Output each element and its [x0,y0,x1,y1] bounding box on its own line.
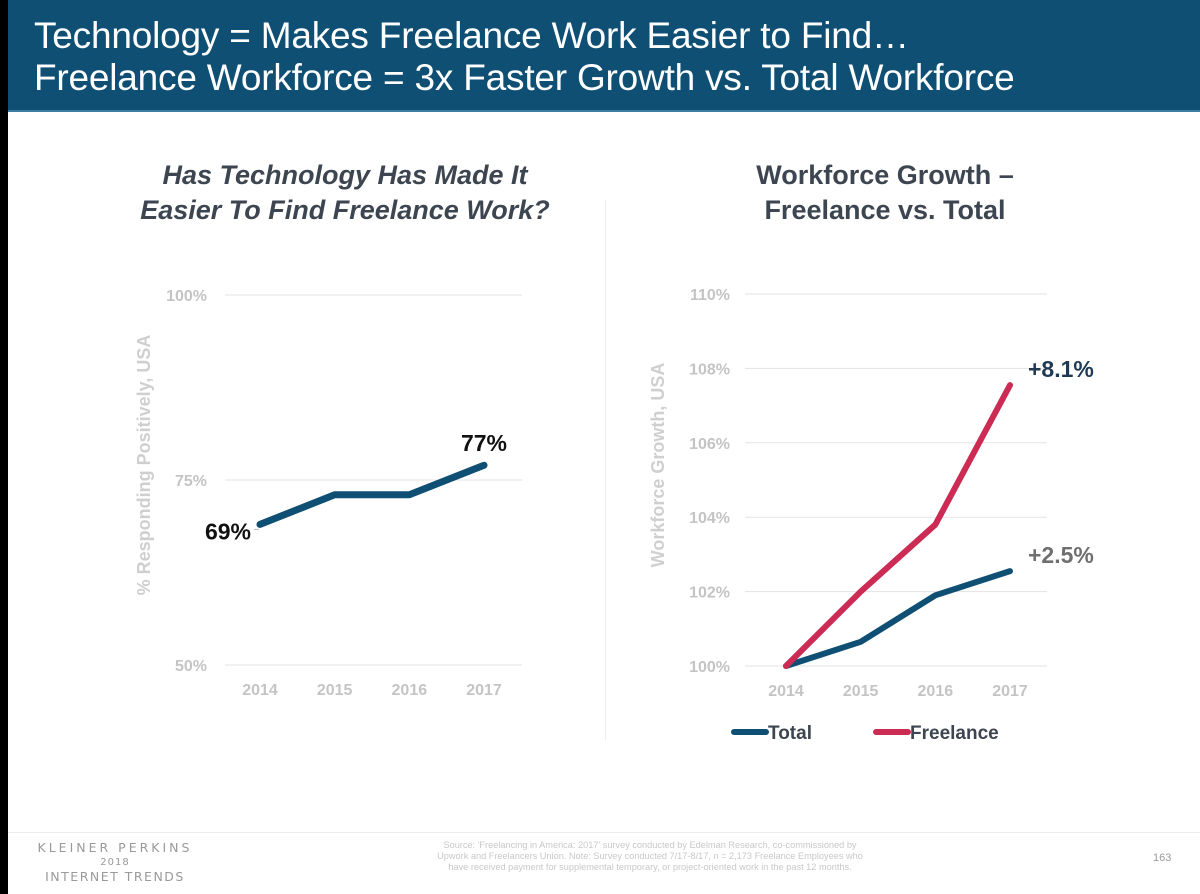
brand-line-3: INTERNET TRENDS [45,869,185,884]
source-note: Source: 'Freelancing in America: 2017' s… [370,840,930,873]
source-line-2: Upwork and Freelancers Union. Note: Surv… [437,851,863,861]
right-chart-title-line-2: Freelance vs. Total [764,195,1006,225]
slide-header: Technology = Makes Freelance Work Easier… [8,0,1200,112]
left-chart-x-tick-label: 2017 [466,682,502,699]
left-chart-title: Has Technology Has Made It Easier To Fin… [100,158,590,228]
chart-divider [605,200,606,740]
right-chart-end-label-freelance: +8.1% [1028,356,1094,382]
right-chart-x-tick-label: 2014 [768,683,804,700]
right-chart-y-tick-label: 100% [689,659,730,676]
right-chart-y-tick-label: 110% [690,287,730,304]
left-chart-y-tick-label: 50% [175,658,207,675]
right-chart-end-label-total: +2.5% [1028,542,1094,568]
left-chart-x-tick-label: 2015 [317,682,353,699]
right-chart-y-tick-label: 102% [689,585,730,602]
right-chart-x-tick-label: 2017 [992,683,1028,700]
right-chart-series-line-freelance [783,382,1013,669]
right-chart-x-tick-label: 2015 [843,683,879,700]
source-line-3: have received payment for supplemental t… [448,862,852,872]
left-border-strip [0,0,8,894]
header-title-line-2: Freelance Workforce = 3x Faster Growth v… [34,57,1015,98]
right-chart-y-tick-label: 104% [689,510,730,527]
left-chart-y-tick-label: 100% [166,288,207,305]
header-title-line-1: Technology = Makes Freelance Work Easier… [34,15,909,56]
left-chart-title-line-2: Easier To Find Freelance Work? [140,195,550,225]
left-chart-title-line-1: Has Technology Has Made It [162,160,528,190]
left-chart-x-tick-label: 2014 [242,682,278,699]
brand-logo: KLEINER PERKINS 2018 INTERNET TRENDS [20,840,210,885]
legend-label-total: Total [768,723,812,744]
right-chart-y-tick-label: 108% [689,361,730,378]
left-chart-series-line [256,461,488,528]
source-line-1: Source: 'Freelancing in America: 2017' s… [443,840,857,850]
right-chart-series-line-total [783,568,1013,669]
right-chart-y-tick-label: 106% [689,436,730,453]
brand-line-1: KLEINER PERKINS [37,840,193,855]
right-chart-title: Workforce Growth – Freelance vs. Total [640,158,1130,228]
footer-divider [8,832,1200,833]
left-chart-y-axis-label: % Responding Positively, USA [134,335,154,596]
left-chart-y-tick-label: 75% [175,473,207,490]
left-chart-data-label-2017: 77% [461,430,507,456]
legend-label-freelance: Freelance [910,723,999,744]
brand-line-2: 2018 [100,857,130,868]
right-chart-x-tick-label: 2016 [918,683,954,700]
page-number: 163 [1153,852,1172,864]
right-chart-y-axis-label: Workforce Growth, USA [648,363,668,568]
right-chart-title-line-1: Workforce Growth – [756,160,1014,190]
left-chart-data-label-2014: 69% [205,518,251,544]
left-chart-x-tick-label: 2016 [392,682,428,699]
